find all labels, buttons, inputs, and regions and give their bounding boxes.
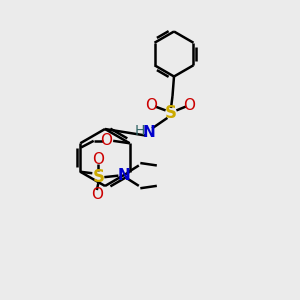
Text: O: O [146, 98, 158, 112]
Text: S: S [92, 168, 104, 186]
Text: O: O [91, 187, 103, 202]
Text: N: N [143, 124, 155, 140]
Text: H: H [135, 124, 145, 138]
Text: S: S [165, 103, 177, 122]
Text: N: N [117, 168, 130, 183]
Text: methoxy: methoxy [97, 138, 103, 139]
Text: O: O [100, 133, 112, 148]
Text: O: O [92, 152, 104, 167]
Text: O: O [184, 98, 196, 112]
